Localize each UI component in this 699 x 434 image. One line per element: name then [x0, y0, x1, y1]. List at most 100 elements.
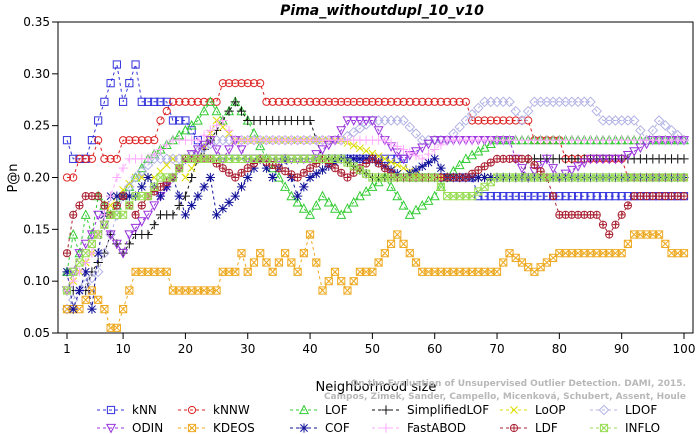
- data-point: [449, 97, 458, 106]
- data-point: [68, 276, 78, 286]
- data-point: [75, 201, 84, 210]
- data-point: [492, 192, 502, 201]
- data-point: [536, 192, 545, 201]
- data-point: [367, 116, 378, 126]
- data-point: [386, 239, 396, 248]
- data-point: [124, 181, 135, 193]
- x-tick-label: 100: [673, 342, 696, 356]
- data-point: [605, 192, 614, 201]
- data-point: [281, 97, 290, 106]
- data-point: [430, 144, 440, 155]
- data-point: [69, 210, 78, 219]
- data-point: [387, 157, 396, 166]
- x-tick-label: 50: [365, 342, 380, 356]
- data-point: [324, 159, 333, 168]
- data-point: [230, 97, 240, 107]
- data-point: [305, 164, 315, 173]
- data-point: [374, 159, 383, 168]
- data-point: [193, 191, 203, 201]
- data-point: [679, 135, 689, 145]
- data-point: [243, 267, 252, 276]
- data-point: [187, 164, 196, 173]
- data-point: [86, 230, 97, 240]
- data-point: [143, 97, 153, 106]
- data-point: [261, 163, 272, 173]
- data-point: [162, 97, 171, 106]
- data-point: [486, 116, 495, 125]
- legend-item-ldof: LDOF: [590, 403, 657, 417]
- data-point: [417, 200, 428, 210]
- data-point: [622, 151, 633, 161]
- data-point: [399, 239, 408, 248]
- data-point: [635, 125, 646, 136]
- data-point: [430, 154, 440, 164]
- data-point: [659, 120, 671, 131]
- data-point: [181, 116, 190, 125]
- data-point: [305, 209, 316, 219]
- data-point: [224, 197, 234, 207]
- legend-swatch-marker: [105, 423, 117, 434]
- legend-swatch-marker: [106, 405, 116, 415]
- data-point: [243, 79, 252, 88]
- data-point: [329, 203, 341, 213]
- data-point: [130, 172, 141, 182]
- y-tick-label: 0.05: [23, 326, 50, 340]
- data-point: [585, 154, 596, 165]
- data-point: [174, 191, 184, 201]
- data-point: [499, 116, 508, 125]
- data-point: [249, 163, 259, 173]
- series-line-ldof: [66, 101, 685, 310]
- data-point: [423, 157, 434, 168]
- data-point: [511, 116, 520, 125]
- data-point: [505, 116, 514, 125]
- data-point: [224, 145, 235, 155]
- series-line-kdeos: [67, 232, 684, 329]
- data-point: [62, 249, 72, 258]
- data-point: [604, 154, 615, 165]
- y-tick-label: 0.30: [23, 67, 50, 81]
- data-point: [361, 116, 372, 126]
- data-point: [410, 147, 422, 157]
- data-point: [118, 97, 128, 106]
- data-point: [199, 182, 209, 192]
- data-point: [212, 286, 221, 295]
- data-point: [386, 138, 396, 148]
- data-point: [100, 97, 109, 106]
- data-point: [405, 249, 414, 258]
- data-point: [236, 182, 247, 192]
- series-line-fastabod: [66, 119, 684, 291]
- data-point: [137, 182, 147, 192]
- data-point: [368, 267, 377, 276]
- data-point: [505, 192, 514, 201]
- data-point: [349, 154, 359, 164]
- data-point: [193, 135, 203, 145]
- legend-item-ldf: LDF: [500, 421, 558, 434]
- data-point: [181, 173, 190, 182]
- data-point: [429, 190, 440, 201]
- data-point: [323, 196, 334, 207]
- data-point: [486, 192, 495, 201]
- data-point: [486, 158, 495, 167]
- data-point: [629, 147, 640, 157]
- legend-label: KDEOS: [213, 421, 255, 434]
- data-point: [349, 97, 358, 106]
- data-point: [480, 162, 489, 171]
- data-point: [392, 190, 403, 201]
- data-point: [249, 79, 259, 88]
- x-tick-label: 90: [614, 342, 629, 356]
- data-point: [268, 267, 277, 276]
- data-point: [373, 176, 384, 187]
- data-point: [436, 163, 446, 173]
- legend-label: FastABOD: [407, 421, 466, 434]
- data-point: [218, 204, 228, 214]
- legend-label: kNNW: [213, 403, 250, 417]
- data-point: [317, 145, 328, 155]
- data-point: [561, 192, 570, 201]
- y-axis: 0.05 0.10 0.15 0.20 0.25 0.30 0.35: [23, 15, 58, 340]
- data-point: [62, 286, 72, 295]
- data-point: [81, 267, 91, 277]
- data-point: [585, 96, 596, 108]
- data-point: [530, 192, 539, 201]
- data-point: [522, 105, 534, 117]
